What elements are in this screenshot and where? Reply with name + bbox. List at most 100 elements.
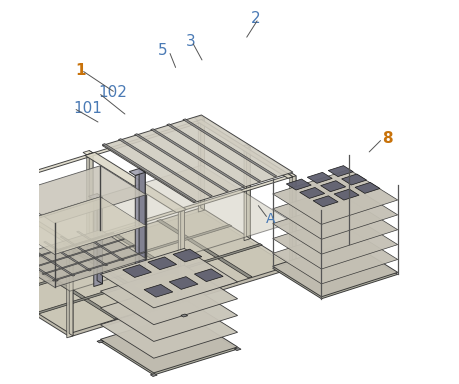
Polygon shape bbox=[246, 145, 250, 239]
Polygon shape bbox=[320, 181, 345, 192]
Polygon shape bbox=[100, 265, 237, 324]
Polygon shape bbox=[198, 119, 204, 212]
Polygon shape bbox=[9, 197, 102, 227]
Polygon shape bbox=[23, 261, 118, 319]
Polygon shape bbox=[100, 282, 237, 341]
Polygon shape bbox=[299, 187, 324, 199]
Polygon shape bbox=[307, 172, 331, 183]
Polygon shape bbox=[333, 189, 358, 200]
Polygon shape bbox=[27, 247, 75, 276]
Polygon shape bbox=[102, 144, 196, 202]
Text: 8: 8 bbox=[381, 131, 392, 146]
Polygon shape bbox=[272, 244, 397, 299]
Text: 5: 5 bbox=[157, 43, 167, 58]
Text: 101: 101 bbox=[73, 101, 102, 116]
Polygon shape bbox=[42, 245, 134, 275]
Polygon shape bbox=[150, 129, 244, 187]
Polygon shape bbox=[157, 220, 252, 278]
Polygon shape bbox=[354, 182, 379, 194]
Polygon shape bbox=[67, 245, 73, 338]
Polygon shape bbox=[67, 175, 292, 245]
Polygon shape bbox=[327, 166, 353, 177]
Text: 102: 102 bbox=[98, 85, 127, 100]
Polygon shape bbox=[196, 119, 292, 178]
Polygon shape bbox=[139, 169, 145, 271]
Polygon shape bbox=[21, 216, 27, 309]
Polygon shape bbox=[123, 265, 151, 277]
Text: 2: 2 bbox=[251, 11, 260, 26]
Polygon shape bbox=[100, 316, 237, 375]
Text: 1: 1 bbox=[75, 63, 86, 78]
Polygon shape bbox=[52, 252, 145, 281]
Polygon shape bbox=[200, 116, 204, 210]
Polygon shape bbox=[272, 199, 397, 254]
Polygon shape bbox=[63, 242, 73, 246]
Polygon shape bbox=[180, 208, 184, 301]
Polygon shape bbox=[129, 169, 145, 175]
Polygon shape bbox=[135, 172, 145, 274]
Polygon shape bbox=[272, 184, 397, 239]
Polygon shape bbox=[174, 208, 184, 212]
Polygon shape bbox=[94, 197, 102, 286]
Polygon shape bbox=[69, 242, 73, 336]
Polygon shape bbox=[0, 211, 292, 337]
Polygon shape bbox=[100, 313, 237, 373]
Polygon shape bbox=[0, 166, 292, 291]
Polygon shape bbox=[182, 119, 276, 177]
Polygon shape bbox=[194, 116, 204, 121]
Polygon shape bbox=[97, 340, 104, 343]
Polygon shape bbox=[9, 166, 146, 223]
Polygon shape bbox=[9, 197, 146, 254]
Polygon shape bbox=[0, 119, 204, 190]
Polygon shape bbox=[313, 196, 337, 207]
Polygon shape bbox=[6, 225, 231, 295]
Polygon shape bbox=[169, 276, 197, 290]
Polygon shape bbox=[11, 252, 58, 281]
Polygon shape bbox=[9, 230, 146, 287]
Polygon shape bbox=[272, 229, 397, 284]
Polygon shape bbox=[0, 208, 292, 333]
Polygon shape bbox=[240, 145, 250, 149]
Polygon shape bbox=[147, 257, 176, 270]
Polygon shape bbox=[341, 174, 366, 185]
Polygon shape bbox=[173, 249, 202, 262]
Polygon shape bbox=[44, 242, 91, 271]
Polygon shape bbox=[178, 210, 184, 303]
Polygon shape bbox=[180, 314, 187, 317]
Polygon shape bbox=[52, 224, 146, 254]
Polygon shape bbox=[144, 285, 173, 297]
Polygon shape bbox=[102, 115, 292, 203]
Text: A: A bbox=[266, 212, 275, 226]
Polygon shape bbox=[17, 214, 27, 218]
Text: 3: 3 bbox=[186, 34, 196, 49]
Polygon shape bbox=[112, 233, 207, 291]
Polygon shape bbox=[118, 139, 212, 197]
Polygon shape bbox=[150, 374, 157, 376]
Polygon shape bbox=[88, 194, 102, 200]
Polygon shape bbox=[285, 179, 311, 190]
Polygon shape bbox=[60, 236, 107, 266]
Polygon shape bbox=[89, 151, 93, 245]
Polygon shape bbox=[85, 152, 186, 213]
Polygon shape bbox=[244, 147, 250, 241]
Polygon shape bbox=[67, 247, 162, 305]
Polygon shape bbox=[37, 243, 262, 314]
Polygon shape bbox=[289, 176, 295, 269]
Polygon shape bbox=[272, 242, 397, 297]
Polygon shape bbox=[77, 231, 124, 261]
Polygon shape bbox=[234, 348, 241, 351]
Polygon shape bbox=[83, 151, 93, 155]
Polygon shape bbox=[134, 134, 228, 192]
Polygon shape bbox=[22, 232, 114, 262]
Polygon shape bbox=[272, 169, 397, 224]
Polygon shape bbox=[32, 239, 124, 268]
Polygon shape bbox=[87, 153, 93, 246]
Polygon shape bbox=[100, 248, 237, 308]
Polygon shape bbox=[272, 214, 397, 269]
Polygon shape bbox=[23, 214, 27, 307]
Polygon shape bbox=[97, 194, 102, 284]
Polygon shape bbox=[291, 174, 295, 267]
Polygon shape bbox=[100, 299, 237, 358]
Polygon shape bbox=[0, 187, 75, 245]
Polygon shape bbox=[194, 269, 223, 281]
